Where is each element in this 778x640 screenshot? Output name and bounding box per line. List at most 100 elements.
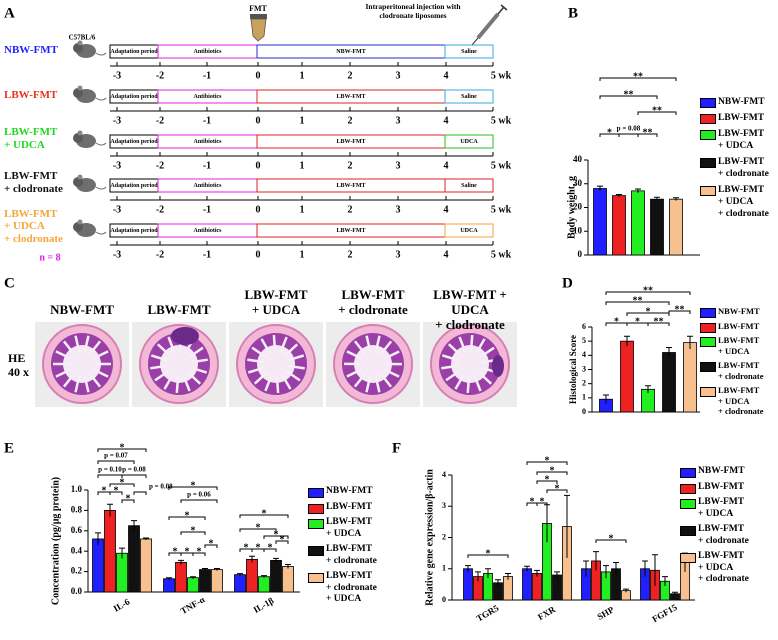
significance-label: * <box>550 465 555 476</box>
bracket <box>605 291 691 295</box>
phase-label: Antibiotics <box>193 139 222 145</box>
significance-label: p = 0.08 <box>122 466 146 474</box>
legend-swatch <box>700 98 716 108</box>
bar <box>631 190 645 256</box>
fold <box>285 369 301 382</box>
y-axis-label: Concentration (pg/μg protein) <box>50 477 61 605</box>
significance-label: * <box>185 510 190 521</box>
error-bar <box>465 565 471 572</box>
image-title: LBW-FMT <box>147 302 211 317</box>
legend-swatch <box>700 186 716 196</box>
timeline-label: 0 <box>256 249 261 260</box>
bar <box>593 188 607 256</box>
timeline-label: 0 <box>256 70 261 81</box>
y-tick-label: 10 <box>573 225 583 235</box>
histology-image <box>326 322 420 407</box>
y-tick-label: 4 <box>582 350 586 359</box>
bar <box>612 195 626 256</box>
bar <box>128 525 140 593</box>
significance-label: * <box>120 477 125 488</box>
significance-label: * <box>262 508 267 519</box>
strain-label: C57BL/6 <box>69 34 96 42</box>
fold <box>365 335 372 353</box>
timeline-label: 0 <box>256 160 261 171</box>
bracket <box>109 491 123 495</box>
lymphoid <box>171 327 199 345</box>
bracket <box>626 312 670 316</box>
tube <box>250 18 267 42</box>
y-tick-label: 1 <box>582 393 586 402</box>
significance-label: * <box>635 316 640 327</box>
significance-label: * <box>545 474 550 485</box>
bracket <box>133 491 147 495</box>
bracket <box>168 486 218 490</box>
error-bar <box>603 394 609 404</box>
fold <box>365 375 372 393</box>
x-tick-label: IL-6 <box>112 596 132 613</box>
legend-label: LBW-FMT + clodronate <box>718 360 764 381</box>
group-label: NBW-FMT <box>4 43 58 56</box>
significance-label: ** <box>654 316 664 327</box>
legend-swatch <box>308 503 324 514</box>
lymphoid <box>492 355 504 377</box>
timeline-label: -1 <box>203 204 211 215</box>
bracket <box>599 77 677 81</box>
group-label: LBW-FMT + UDCA <box>4 126 58 151</box>
fold <box>477 371 493 385</box>
y-tick-label: 5 <box>582 336 586 345</box>
significance-label: * <box>540 496 545 507</box>
bracket <box>546 489 568 493</box>
bracket <box>239 528 277 532</box>
error-bar <box>166 577 172 580</box>
significance-label: * <box>646 306 651 317</box>
bracket <box>536 471 568 475</box>
fold <box>473 374 482 392</box>
histology-image <box>35 322 129 407</box>
bracket <box>647 322 670 326</box>
error-bar <box>190 576 196 579</box>
mouse-head <box>73 88 83 98</box>
y-tick-label: 0 <box>442 595 446 604</box>
fold <box>346 350 363 360</box>
panel-label: B <box>568 5 578 21</box>
significance-label: * <box>244 542 249 553</box>
legend-swatch <box>700 337 716 347</box>
significance-label: * <box>486 548 491 559</box>
panel-label: E <box>4 440 14 456</box>
error-bar <box>662 576 668 586</box>
panel-label: F <box>392 440 401 456</box>
phase-label: Antibiotics <box>193 94 222 100</box>
phase-box <box>444 223 494 238</box>
fold <box>74 375 81 393</box>
mouse-tail <box>95 52 107 56</box>
stain-label: HE 40 x <box>8 351 29 379</box>
bar <box>669 198 683 256</box>
fold <box>92 350 109 360</box>
legend-swatch <box>700 362 716 372</box>
fold <box>458 336 467 354</box>
error-bar <box>524 565 530 572</box>
x-tick-label: TNF-α <box>179 594 207 616</box>
fold <box>253 371 269 385</box>
timeline-label: -2 <box>156 115 164 126</box>
panel-label: D <box>562 275 573 291</box>
legend-swatch <box>700 322 716 333</box>
timeline-label: 2 <box>348 160 353 171</box>
significance-label: * <box>191 480 196 491</box>
timeline-label: 4 <box>444 249 449 260</box>
fold <box>280 373 292 390</box>
error-bar <box>237 573 243 576</box>
x-tick-label: FGF15 <box>650 602 679 624</box>
significance-label: * <box>102 485 107 496</box>
error-bar <box>107 503 113 517</box>
legend-swatch <box>308 519 324 529</box>
bar <box>522 568 532 601</box>
y-tick-label: 0.8 <box>71 504 83 514</box>
mouse-ear <box>77 40 83 46</box>
bar <box>258 576 270 593</box>
legend-label: LBW-FMT + UDCA <box>718 335 760 356</box>
fold <box>374 335 381 353</box>
y-tick-label: 0.6 <box>71 525 83 535</box>
error-bar <box>635 188 641 193</box>
